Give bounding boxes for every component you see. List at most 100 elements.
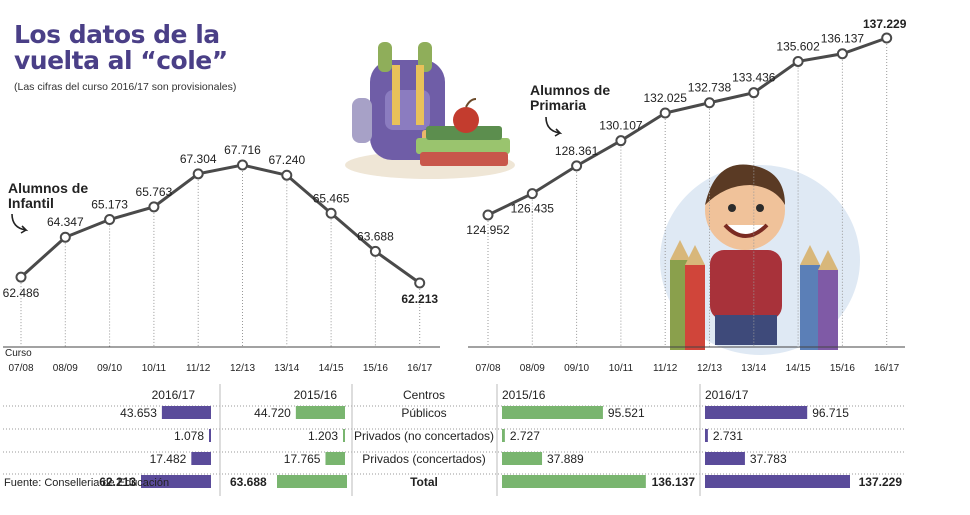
primaria-tick-label: 08/09 [520,363,545,374]
centros-row-label: Privados (no concertados) [354,429,494,443]
primaria-tick-label: 09/10 [564,363,589,374]
primaria-data-label: 130.107 [599,119,643,133]
infantil-point [15,271,27,283]
primaria-2015-bar [502,475,646,488]
primaria-2016-value: 2.731 [713,429,743,443]
primaria-2015-bar [502,406,603,419]
infantil-tick-label: 15/16 [363,363,388,374]
infantil-point [281,169,293,181]
primaria-point [881,32,893,44]
infantil-data-label: 62.213 [401,292,438,306]
infantil-point [59,231,71,243]
primaria-tick-label: 13/14 [741,363,766,374]
primaria-2015-bar [502,429,505,442]
primaria-2016-bar [705,452,745,465]
primaria-2015-value: 2.727 [510,429,540,443]
infantil-point [192,168,204,180]
primaria-data-label: 126.435 [511,202,555,216]
primaria-data-label: 132.738 [688,81,732,95]
infantil-tick-label: 09/10 [97,363,122,374]
primaria-2015-value: 37.889 [547,452,584,466]
infantil-2016-value: 1.078 [174,429,204,443]
primaria-2016-value: 96.715 [812,406,849,420]
primaria-2016-bar [705,406,808,419]
infantil-2016-value: 62.213 [99,475,136,489]
primaria-data-label: 136.137 [821,32,865,46]
infantil-2016-bar [191,452,211,465]
primaria-data-label: 124.952 [466,223,510,237]
primaria-2016-bar [705,429,708,442]
infantil-tick-label: 13/14 [274,363,299,374]
infantil-tick-label: 10/11 [142,363,167,374]
infantil-2016-value: 17.482 [150,452,187,466]
primaria-data-label: 135.602 [776,39,820,53]
primaria-arrow-icon [545,116,563,137]
primaria-2016-bar [705,475,850,488]
infantil-tick-label: 07/08 [8,363,33,374]
infantil-data-label: 67.716 [224,143,261,157]
infantil-2015-value: 63.688 [230,475,267,489]
infantil-data-label: 65.763 [136,185,173,199]
primaria-point [836,48,848,60]
primaria-tick-label: 16/17 [874,363,899,374]
centros-row-label: Total [410,475,438,489]
primaria-tick-label: 11/12 [653,363,678,374]
primaria-point [792,55,804,67]
primaria-2015-header: 2015/16 [502,388,546,402]
infantil-2015-bar [277,475,347,488]
infantil-point [369,245,381,257]
primaria-2015-value: 95.521 [608,406,645,420]
infantil-series-label: Alumnos de [8,180,88,196]
infantil-point [104,214,116,226]
primaria-data-label: 128.361 [555,144,599,158]
infantil-tick-label: 12/13 [230,363,255,374]
primaria-point [704,97,715,109]
infantil-2015-value: 1.203 [308,429,338,443]
centros-header: Centros [403,388,445,402]
infantil-data-label: 63.688 [357,229,394,243]
infantil-point [237,159,248,171]
infantil-point [325,207,337,219]
primaria-point [748,87,760,99]
primaria-tick-label: 10/11 [609,363,634,374]
primaria-point [571,160,583,172]
infantil-2015-bar [343,429,345,442]
centros-row-label: Públicos [401,406,446,420]
centros-row-label: Privados (concertados) [362,452,485,466]
infantil-series-line [19,163,421,285]
infantil-2016-bar [161,406,211,419]
infantil-tick-label: 11/12 [186,363,211,374]
infantil-data-label: 65.173 [91,198,128,212]
infantil-2016-value: 43.653 [120,406,157,420]
primaria-point [526,188,538,200]
primaria-series-line [487,36,888,217]
primaria-2016-value: 37.783 [750,452,787,466]
primaria-point [659,107,671,119]
infantil-arrow-icon [11,213,29,234]
infantil-point [148,201,160,213]
primaria-series-label: Alumnos de [530,82,610,98]
primaria-2015-bar [502,452,543,465]
primaria-data-label: 133.436 [732,71,776,85]
infantil-data-label: 62.486 [3,286,40,300]
source-note: Fuente: Conselleria de Educación [4,477,170,489]
primaria-tick-label: 14/15 [786,363,811,374]
infantil-tick-label: 14/15 [319,363,344,374]
infantil-2015-header: 2015/16 [294,388,338,402]
infantil-2015-bar [295,406,345,419]
infantil-2015-value: 44.720 [254,406,291,420]
primaria-series-label: Primaria [530,97,586,113]
infantil-data-label: 67.304 [180,152,217,166]
infantil-tick-label: 08/09 [53,363,78,374]
primaria-point [482,209,494,221]
infantil-2016-header: 2016/17 [152,388,196,402]
primaria-point [615,135,627,147]
primaria-2016-value: 137.229 [859,475,903,489]
page-subtitle: (Las cifras del curso 2016/17 son provis… [14,81,237,93]
infantil-series-label: Infantil [8,195,54,211]
infantil-point [414,277,426,289]
primaria-data-label: 137.229 [863,17,907,31]
infantil-data-label: 67.240 [268,153,305,167]
primaria-2016-header: 2016/17 [705,388,749,402]
